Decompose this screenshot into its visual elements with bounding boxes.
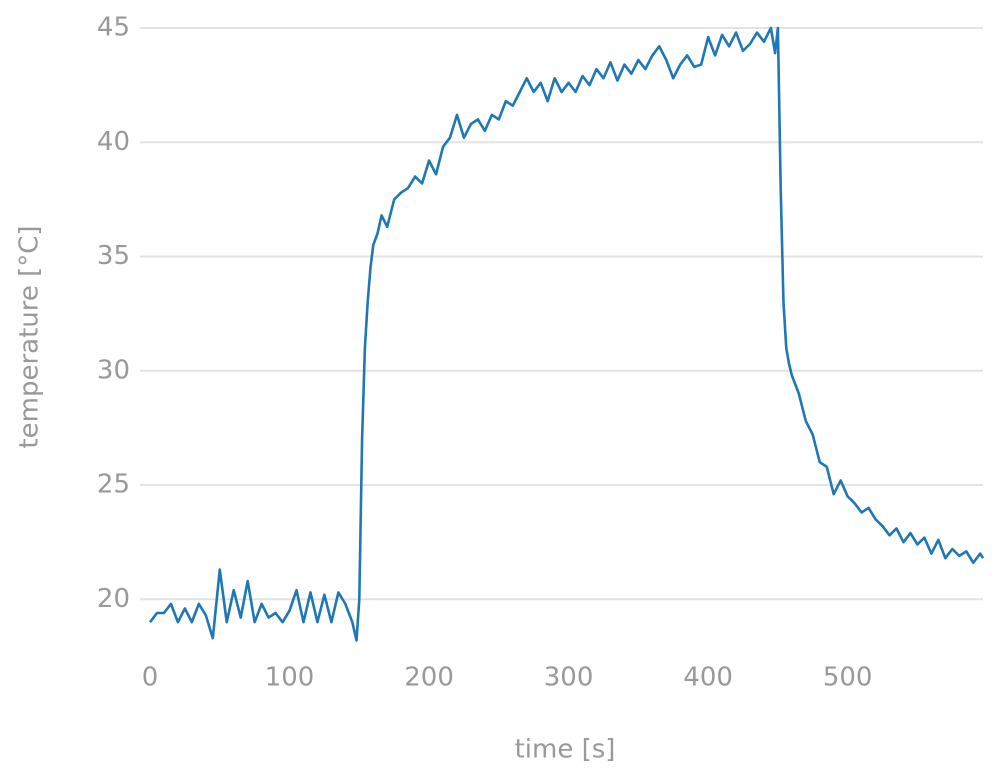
x-axis-title: time [s] xyxy=(515,735,616,765)
y-tick-label: 35 xyxy=(97,241,130,271)
y-tick-label: 30 xyxy=(97,355,130,385)
y-tick-label: 40 xyxy=(97,127,130,157)
x-tick-label: 200 xyxy=(404,663,454,693)
x-tick-label: 300 xyxy=(544,663,594,693)
data-line xyxy=(148,26,985,642)
x-tick-label: 400 xyxy=(683,663,733,693)
y-tick-label: 45 xyxy=(97,13,130,43)
x-tick-label: 0 xyxy=(142,663,159,693)
x-tick-label: 500 xyxy=(823,663,873,693)
y-tick-label: 20 xyxy=(97,584,130,614)
y-tick-label: 25 xyxy=(97,470,130,500)
y-axis-title: temperature [°C] xyxy=(15,225,45,448)
x-tick-label: 100 xyxy=(265,663,315,693)
